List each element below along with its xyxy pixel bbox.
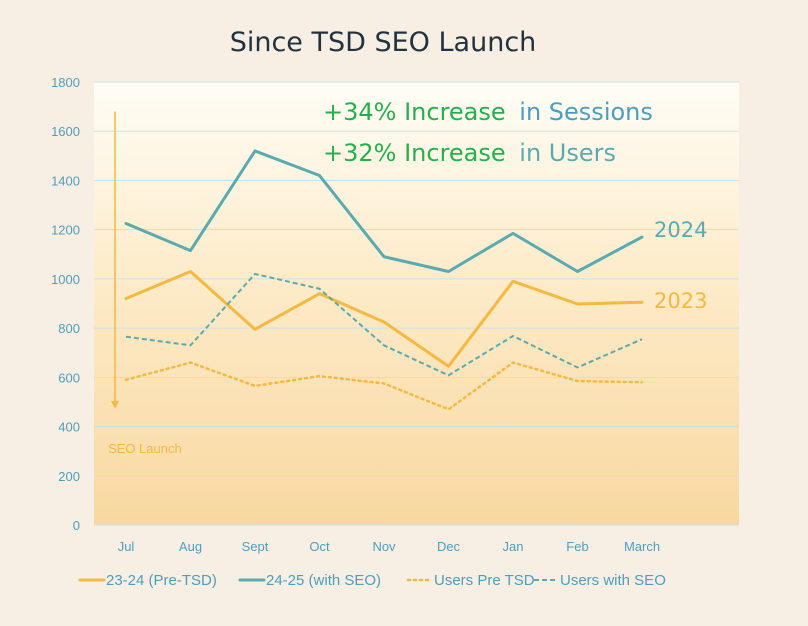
series-end-label-2024: 2024 <box>654 218 707 242</box>
svg-text:+34% Increase in Session: +34% Increase in Sessions <box>323 98 653 126</box>
y-tick-label-1200: 1200 <box>51 223 80 238</box>
chart-title: Since TSD SEO Launch <box>230 27 537 58</box>
x-tick-label-nov: Nov <box>372 539 396 554</box>
sessions-increase-value: +34% Increase <box>323 98 506 126</box>
series-end-label-2023: 2023 <box>654 289 707 313</box>
y-tick-label-1400: 1400 <box>51 173 80 188</box>
y-tick-label-400: 400 <box>58 420 80 435</box>
users-increase-value: +32% Increase <box>323 139 506 167</box>
series-lines <box>124 149 644 411</box>
x-axis-ticks: Jul Aug Sept Oct Nov Dec Jan Feb March <box>118 539 660 554</box>
legend: 23-24 (Pre-TSD) 24-25 (with SEO) Users Pre… <box>78 572 666 589</box>
seo-launch-arrowhead <box>111 400 119 409</box>
sessions-increase-label: in Sessions <box>519 98 653 126</box>
y-tick-label-1800: 1800 <box>51 75 80 90</box>
y-tick-label-200: 200 <box>58 469 80 484</box>
legend-label-users-with-seo: Users with SEO <box>560 572 666 589</box>
annotation-users: +32% Increase in Users <box>323 139 616 167</box>
series-line-24-25-with-seo <box>124 149 644 274</box>
y-tick-label-1000: 1000 <box>51 272 80 287</box>
seo-launch-label: SEO Launch <box>108 441 182 456</box>
x-tick-label-jul: Jul <box>118 539 135 554</box>
y-tick-label-600: 600 <box>58 370 80 385</box>
y-tick-label-800: 800 <box>58 321 80 336</box>
x-tick-label-dec: Dec <box>437 539 461 554</box>
series-line-23-24-pre-tsd <box>124 270 644 368</box>
y-axis-ticks: 0 200 400 600 800 1000 1200 1400 1600 1800 <box>51 75 80 533</box>
y-tick-label-1600: 1600 <box>51 124 80 139</box>
legend-label-23-24-pre-tsd: 23-24 (Pre-TSD) <box>106 572 217 589</box>
x-tick-label-sept: Sept <box>242 539 269 554</box>
seo-launch-marker: SEO Launch <box>108 111 182 456</box>
users-increase-label: in Users <box>519 139 616 167</box>
annotation-sessions: +34% Increase in Sessions <box>323 98 653 126</box>
series-line-users-with-seo <box>125 272 643 377</box>
y-tick-label-0: 0 <box>73 518 80 533</box>
gridlines <box>94 81 739 526</box>
legend-label-24-25-with-seo: 24-25 (with SEO) <box>266 572 381 589</box>
x-tick-label-oct: Oct <box>309 539 330 554</box>
svg-text:+32% Increase in Users: +32% Increase in Users <box>323 139 616 167</box>
legend-label-users-pre-tsd: Users Pre TSD <box>434 572 535 589</box>
x-tick-label-jan: Jan <box>503 539 524 554</box>
x-tick-label-march: March <box>624 539 660 554</box>
series-line-users-pre-tsd <box>124 361 644 411</box>
x-tick-label-aug: Aug <box>179 539 202 554</box>
x-tick-label-feb: Feb <box>566 539 588 554</box>
